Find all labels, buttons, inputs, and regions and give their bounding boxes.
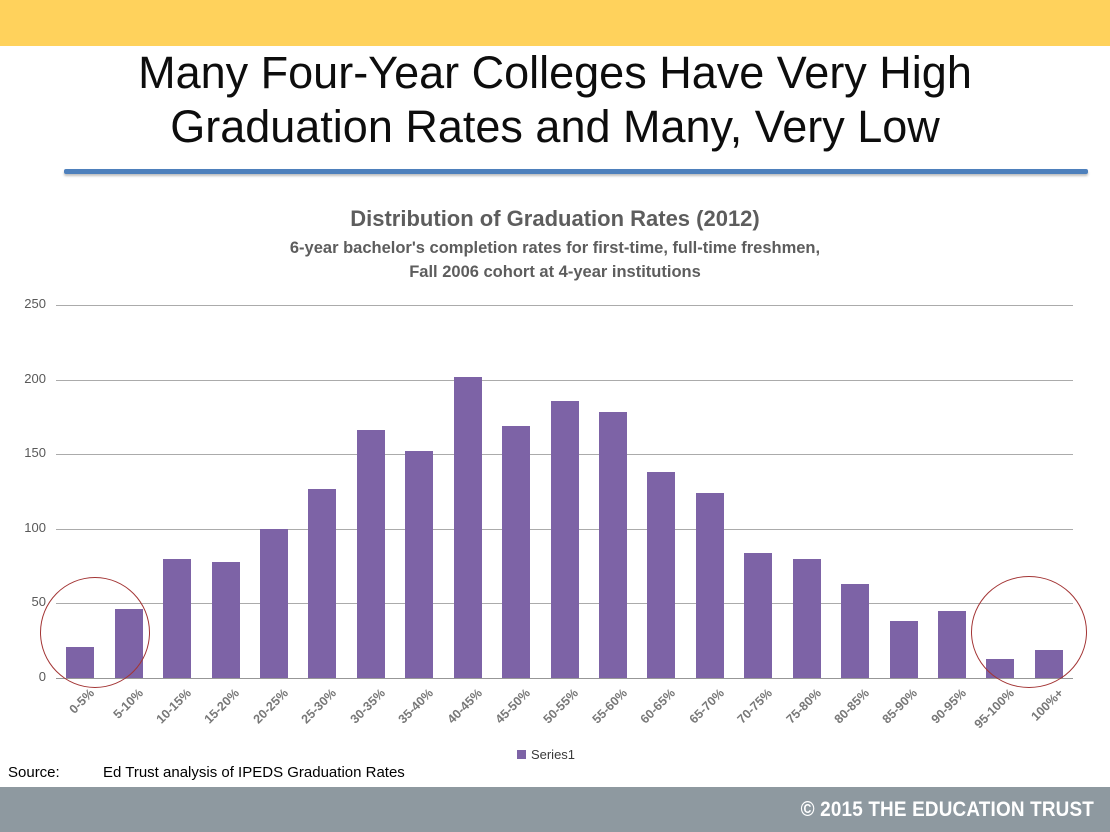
annotation-circle-left — [40, 577, 150, 688]
x-tick-label-0: 0-5% — [66, 686, 98, 717]
x-tick-label-15: 75-80% — [783, 686, 824, 727]
bar-15 — [792, 558, 821, 678]
bar-8 — [453, 376, 482, 678]
legend-swatch — [516, 749, 526, 759]
source-label: Source: — [8, 764, 60, 781]
footer-bar: © 2015 THE EDUCATION TRUST — [0, 787, 1110, 832]
bar-7 — [405, 451, 434, 678]
x-tick-label-10: 50-55% — [541, 686, 582, 727]
chart-subtitle-line1: 6-year bachelor's completion rates for f… — [289, 239, 821, 257]
slide-title-line2: Graduation Rates and Many, Very Low — [170, 101, 940, 152]
bar-13 — [695, 493, 724, 678]
bar-10 — [550, 400, 579, 678]
x-tick-label-14: 70-75% — [734, 686, 776, 727]
chart-subtitle-line2: Fall 2006 cohort at 4-year institutions — [409, 263, 701, 281]
y-tick-label-150: 150 — [24, 445, 46, 461]
slide-title: Many Four-Year Colleges Have Very High G… — [0, 46, 1110, 154]
source-text: Ed Trust analysis of IPEDS Graduation Ra… — [103, 764, 405, 781]
footer-copyright: © 2015 THE EDUCATION TRUST — [800, 797, 1094, 821]
bar-4 — [259, 528, 288, 678]
annotation-circle-right — [971, 576, 1087, 688]
x-tick-label-2: 10-15% — [153, 686, 194, 727]
slide-title-line1: Many Four-Year Colleges Have Very High — [138, 47, 972, 98]
x-tick-label-4: 20-25% — [250, 686, 291, 727]
x-tick-label-3: 15-20% — [202, 686, 243, 727]
bar-12 — [647, 472, 676, 678]
x-tick-label-12: 60-65% — [637, 686, 679, 727]
x-tick-label-18: 90-95% — [928, 686, 969, 727]
bar-2 — [163, 558, 192, 678]
plot-area: 0 50 100 150 200 250 0-5% 5-10% 10-15% 15-20% 20-2… — [24, 296, 1073, 731]
bar-6 — [356, 430, 385, 678]
x-tick-label-20: 100%+ — [1028, 686, 1066, 724]
y-tick-label-50: 50 — [31, 594, 46, 610]
x-tick-label-9: 45-50% — [492, 686, 533, 727]
chart-title: Distribution of Graduation Rates (2012) — [350, 206, 760, 231]
bar-18 — [937, 610, 966, 678]
x-tick-label-17: 85-90% — [880, 686, 921, 727]
title-divider — [64, 169, 1088, 174]
legend: Series1 — [0, 746, 1092, 762]
bar-5 — [308, 488, 337, 678]
gridline-200 — [56, 379, 1073, 381]
y-tick-label-200: 200 — [24, 370, 46, 386]
x-tick-label-13: 65-70% — [686, 686, 727, 727]
bar-17 — [889, 621, 918, 678]
x-tick-label-7: 35-40% — [395, 686, 437, 727]
bar-11 — [598, 412, 627, 678]
bar-3 — [211, 561, 240, 678]
y-tick-label-0: 0 — [38, 669, 46, 684]
gridline-250 — [56, 305, 1073, 306]
y-tick-label-100: 100 — [24, 519, 46, 535]
top-accent-bar — [0, 0, 1110, 46]
x-tick-label-6: 30-35% — [347, 686, 388, 727]
x-tick-label-11: 55-60% — [589, 686, 630, 727]
x-tick-label-5: 25-30% — [298, 686, 340, 727]
x-tick-label-16: 80-85% — [831, 686, 872, 727]
bar-16 — [841, 584, 870, 678]
y-tick-label-250: 250 — [24, 296, 46, 311]
x-axis-line — [56, 678, 1073, 679]
legend-label: Series1 — [530, 746, 576, 762]
x-tick-label-8: 40-45% — [444, 686, 485, 727]
bar-9 — [502, 425, 531, 678]
x-tick-label-1: 5-10% — [110, 686, 146, 722]
x-tick-label-19: 95-100% — [971, 686, 1018, 732]
bar-14 — [744, 552, 773, 678]
